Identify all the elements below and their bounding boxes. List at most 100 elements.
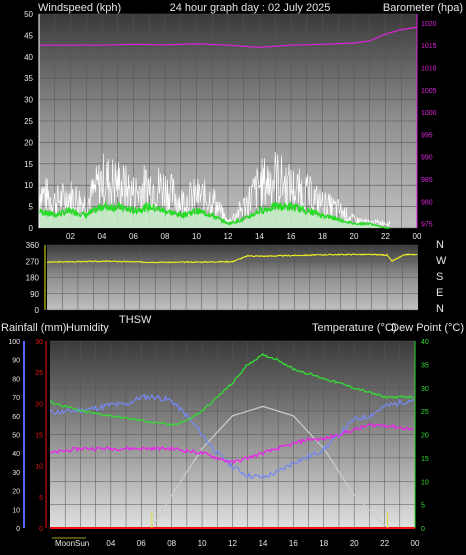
chart-title: 24 hour graph day : 02 July 2025 [170, 2, 331, 14]
hour-tick-label: 18 [319, 539, 328, 548]
hour-tick-label: 16 [289, 539, 298, 548]
windspeed-axis-label: Windspeed (kph) [38, 2, 121, 14]
wind-plot-series [38, 26, 418, 229]
temperature-tick-label: 25 [421, 409, 429, 416]
hour-tick-label: 02 [66, 232, 75, 241]
windspeed-tick-label: 15 [24, 160, 33, 169]
windspeed-line [38, 151, 391, 227]
hour-tick-label: 22 [381, 232, 390, 241]
sun-elevation-line [151, 405, 389, 529]
barometer-tick-label: 985 [421, 177, 433, 184]
humidity-axis-label: Humidity [66, 322, 109, 334]
windspeed-tick-label: 40 [24, 53, 33, 62]
barometer-tick-label: 990 [421, 155, 433, 162]
hour-tick-label: 00 [413, 232, 422, 241]
barometer-tick-label: 1015 [421, 43, 437, 50]
barometer-tick-label: 1010 [421, 66, 437, 73]
direction-tick-label: 90 [30, 290, 39, 299]
hour-tick-label: 18 [318, 232, 327, 241]
rainfall-tick-label: 0 [39, 526, 43, 533]
humidity-tick-label: 20 [12, 489, 20, 496]
hour-tick-label: 04 [98, 232, 107, 241]
humidity-tick-label: 0 [16, 526, 20, 533]
hour-tick-label: 08 [167, 539, 176, 548]
barometer-tick-label: 1020 [421, 21, 437, 28]
hour-tick-label: 12 [224, 232, 233, 241]
windspeed-tick-label: 10 [24, 181, 33, 190]
humidity-tick-label: 80 [12, 376, 20, 383]
hour-tick-label: 08 [161, 232, 170, 241]
temperature-tick-label: 20 [421, 433, 429, 440]
hour-tick-label: 06 [129, 232, 138, 241]
windspeed-tick-label: 0 [29, 224, 34, 233]
temp-plot-axes: 0510152025303540010203040506070809010005… [8, 339, 429, 548]
sun-label: Sun [75, 539, 89, 548]
direction-plot-series [46, 252, 418, 264]
rainfall-tick-label: 25 [35, 370, 43, 377]
compass-label: S [436, 271, 443, 283]
humidity-tick-label: 30 [12, 470, 20, 477]
temperature-tick-label: 5 [421, 503, 425, 510]
humidity-tick-label: 10 [12, 507, 20, 514]
barometer-tick-label: 975 [421, 222, 433, 229]
temperature-tick-label: 40 [421, 339, 429, 346]
windspeed-tick-label: 30 [24, 96, 33, 105]
temperature-tick-label: 10 [421, 479, 429, 486]
barometer-tick-label: 1000 [421, 110, 437, 117]
direction-tick-label: 270 [26, 257, 40, 266]
windspeed-tick-label: 20 [24, 138, 33, 147]
compass-label: E [436, 287, 443, 299]
hour-tick-label: 04 [106, 539, 115, 548]
hour-tick-label: 10 [198, 539, 207, 548]
barometer-tick-label: 980 [421, 199, 433, 206]
barometer-tick-label: 995 [421, 132, 433, 139]
windspeed-tick-label: 50 [24, 10, 33, 19]
temperature-line [49, 352, 414, 427]
hour-tick-label: 14 [258, 539, 267, 548]
temperature-tick-label: 15 [421, 456, 429, 463]
windspeed-tick-label: 45 [24, 31, 33, 40]
barometer-axis-label: Barometer (hpa) [383, 2, 463, 14]
humidity-tick-label: 50 [12, 433, 20, 440]
humidity-tick-label: 90 [12, 358, 20, 365]
barometer-tick-label: 1005 [421, 88, 437, 95]
humidity-tick-label: 40 [12, 451, 20, 458]
hour-tick-label: 14 [255, 232, 264, 241]
compass-label: N [436, 303, 444, 315]
rainfall-axis-label: Rainfall (mm) [1, 322, 66, 334]
hour-tick-label: 10 [192, 232, 201, 241]
hour-tick-label: 20 [350, 539, 359, 548]
temperature-tick-label: 0 [421, 526, 425, 533]
temperature-tick-label: 30 [421, 386, 429, 393]
temp-plot-series [49, 352, 415, 529]
hour-tick-label: 20 [350, 232, 359, 241]
temperature-axis-label: Temperature (°C) [312, 322, 396, 334]
dew-point-axis-label: Dew Point (°C) [391, 322, 464, 334]
temperature-tick-label: 35 [421, 362, 429, 369]
windspeed-tick-label: 25 [24, 117, 33, 126]
windspeed-tick-label: 35 [24, 74, 33, 83]
direction-tick-label: 180 [26, 274, 40, 283]
humidity-tick-label: 60 [12, 414, 20, 421]
rainfall-tick-label: 30 [35, 339, 43, 346]
rainfall-tick-label: 10 [35, 464, 43, 471]
humidity-tick-label: 70 [12, 395, 20, 402]
hour-tick-label: 22 [380, 539, 389, 548]
hour-tick-label: 12 [228, 539, 237, 548]
barometer-line [39, 26, 418, 49]
humidity-tick-label: 100 [8, 339, 20, 346]
windspeed-tick-label: 5 [29, 203, 34, 212]
compass-label: N [436, 239, 444, 251]
direction-tick-label: 360 [26, 241, 40, 250]
compass-label: W [436, 255, 447, 267]
wind-direction-line [46, 252, 418, 264]
humidity-line [49, 393, 414, 480]
rainfall-tick-label: 15 [35, 433, 43, 440]
dew-point-line [49, 423, 414, 465]
hour-tick-label: 06 [137, 539, 146, 548]
wind-average-line [38, 200, 390, 229]
moon-label: Moon [55, 539, 75, 548]
